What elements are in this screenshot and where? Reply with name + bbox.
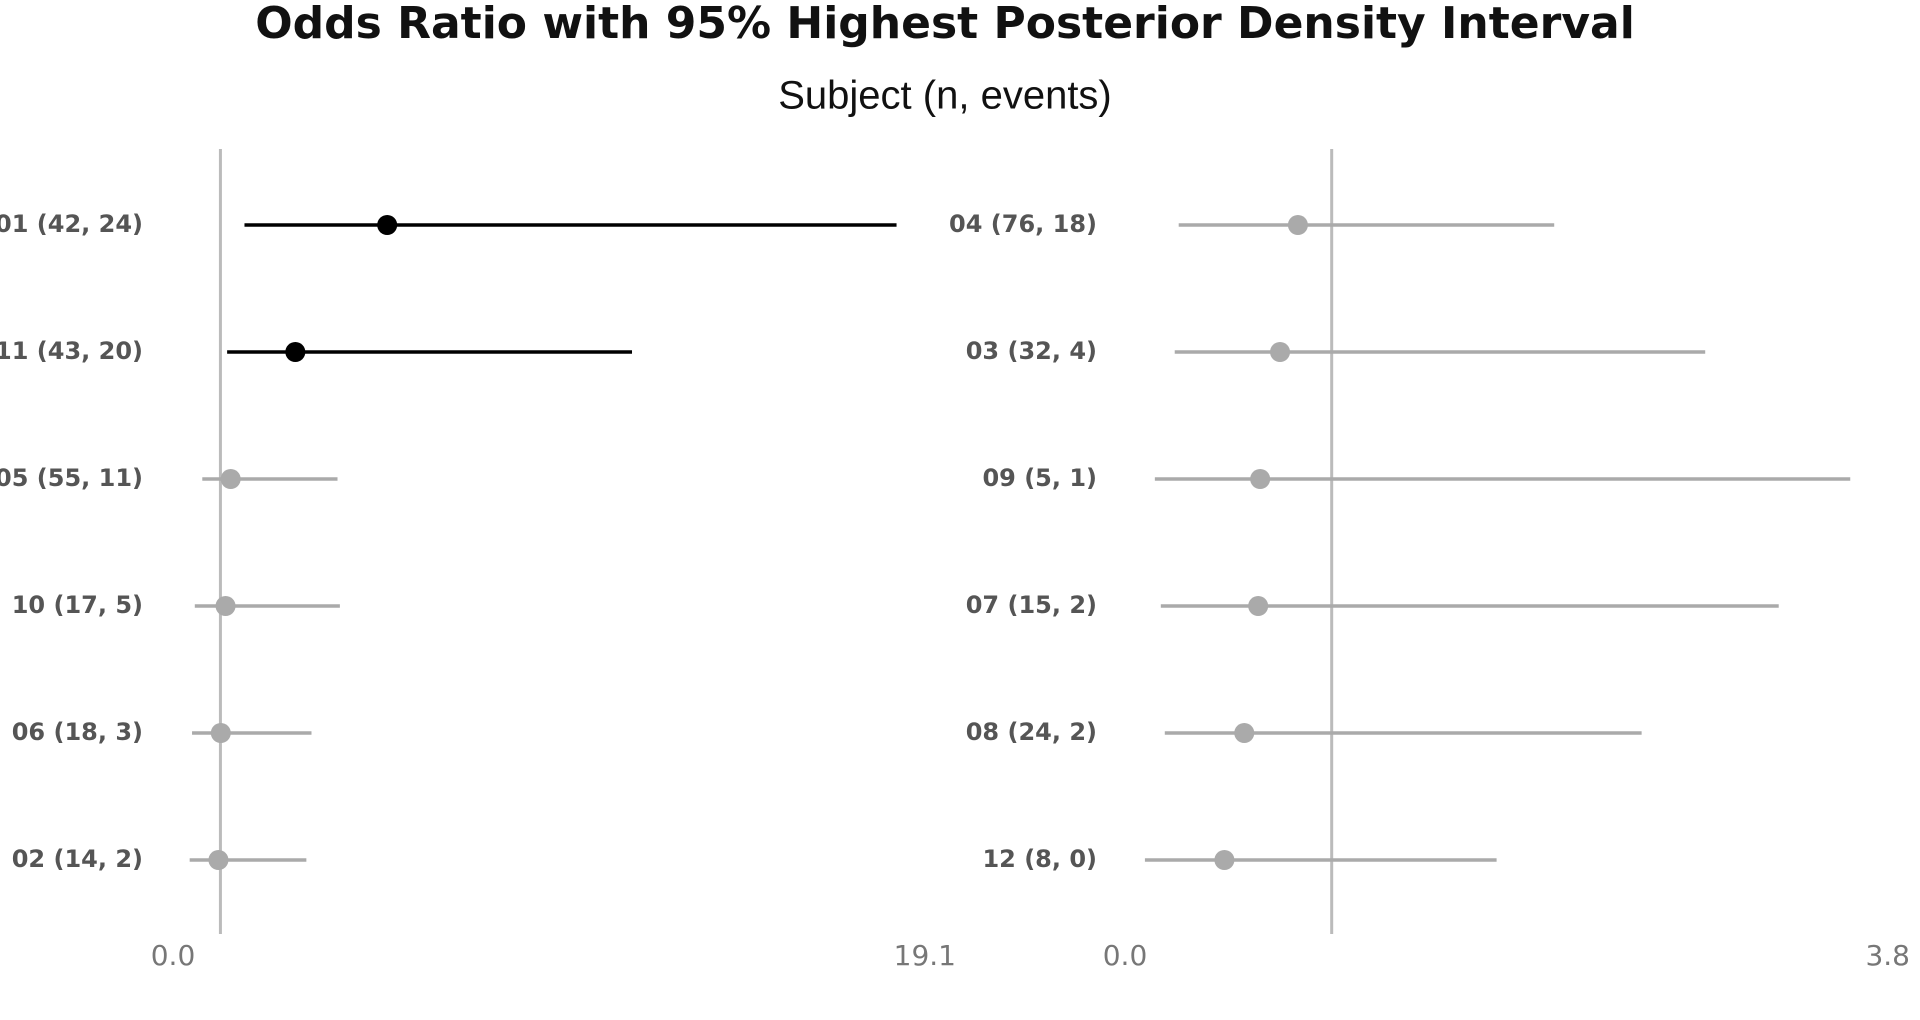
point-estimate	[220, 469, 241, 489]
point-estimate	[1287, 215, 1308, 235]
category-label: 03 (32, 4)	[966, 337, 1097, 365]
point-estimate	[1214, 850, 1235, 870]
point-estimate	[285, 342, 306, 362]
category-label: 10 (17, 5)	[12, 591, 143, 619]
point-estimate	[215, 596, 236, 616]
point-estimate	[1234, 723, 1255, 743]
category-label: 01 (42, 24)	[0, 210, 143, 238]
point-estimate	[210, 723, 231, 743]
point-estimate	[1270, 342, 1291, 362]
category-label: 06 (18, 3)	[12, 718, 143, 746]
x-tick-label: 3.8	[1865, 939, 1910, 972]
point-estimate	[377, 215, 398, 235]
x-tick-label: 0.0	[1103, 939, 1148, 972]
category-label: 08 (24, 2)	[966, 718, 1097, 746]
point-estimate	[1250, 469, 1271, 489]
category-label: 05 (55, 11)	[0, 464, 143, 492]
category-label: 02 (14, 2)	[12, 845, 143, 873]
category-label: 04 (76, 18)	[949, 210, 1097, 238]
category-label: 12 (8, 0)	[982, 845, 1097, 873]
category-label: 11 (43, 20)	[0, 337, 143, 365]
point-estimate	[208, 850, 229, 870]
category-label: 07 (15, 2)	[966, 591, 1097, 619]
chart-subtitle: Subject (n, events)	[778, 74, 1112, 118]
chart-title: Odds Ratio with 95% Highest Posterior De…	[255, 0, 1635, 49]
point-estimate	[1248, 596, 1269, 616]
category-label: 09 (5, 1)	[982, 464, 1097, 492]
x-tick-label: 19.1	[894, 939, 956, 972]
x-tick-label: 0.0	[151, 939, 196, 972]
